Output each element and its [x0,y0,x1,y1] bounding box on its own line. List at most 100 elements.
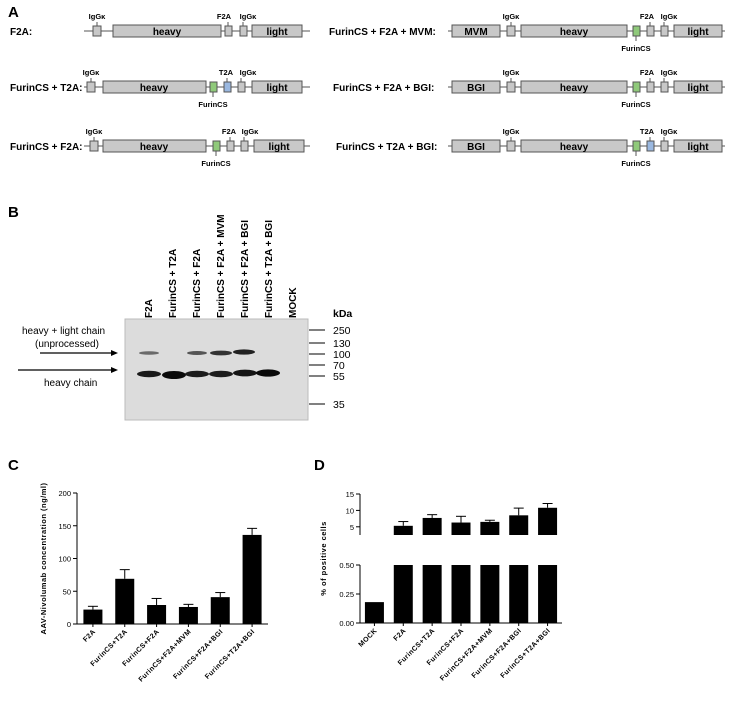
mw-label: 130 [333,338,351,350]
igg-block [506,140,516,152]
bar [210,597,230,624]
furin-block [632,81,641,93]
mw-unit: kDa [333,308,352,320]
mw-label: 250 [333,325,351,337]
y-tick-label: 0 [67,620,71,629]
bar [242,534,262,624]
marker-t2a: T2A [219,68,234,77]
lane-label: FurinCS + T2A + BGI [264,220,275,318]
marker-f2a: F2A [222,127,237,136]
heavy-segment [112,24,222,38]
marker-furincs: FurinCS [621,159,650,168]
segment-label-light: light [687,27,709,38]
construct-furincs-f2a-mvm: FurinCS + F2A + MVM: MVM heavy light IgG… [329,12,725,53]
marker-t2a: T2A [640,127,655,136]
bar [364,602,384,623]
y-tick-label: 15 [346,490,354,499]
marker-furincs: FurinCS [198,100,227,109]
marker-furincs: FurinCS [621,100,650,109]
segment-label-heavy: heavy [153,27,182,38]
bar [509,515,529,535]
marker-igg: IgGκ [83,68,100,77]
igg-block [660,140,669,152]
segment-label-heavy: heavy [560,27,589,38]
x-tick-label: FurinCS+F2A+BGI [471,627,523,679]
construct-furincs-f2a: FurinCS + F2A: heavy light IgGκ F2A IgGκ… [10,127,310,168]
igg-block [506,81,516,93]
band-heavy-chain [233,369,257,377]
panel-label-d: D [314,457,325,474]
furin-block [209,81,218,93]
igg-block [89,140,99,152]
t2a-block [223,81,232,93]
construct-furincs-t2a-bgi: FurinCS + T2A + BGI: BGI heavy light IgG… [336,127,725,168]
lane-label: FurinCS + F2A + MVM [216,214,227,318]
igg-block [240,140,249,152]
bar [115,578,135,624]
light-segment [673,80,723,94]
segment-label-light: light [266,83,288,94]
lane-label: F2A [144,299,155,318]
light-segment [673,139,723,153]
marker-igg: IgGκ [86,127,103,136]
band-heavy-chain [209,370,233,378]
x-tick-label: FurinCS+F2A+MVM [138,628,193,683]
segment-label-bgi: BGI [467,142,485,153]
panel-label-c: C [8,457,19,474]
arrow-head [111,350,118,356]
bar [451,522,471,535]
bar-lower-part [480,565,500,623]
band-unprocessed [187,351,207,355]
t2a-block [646,140,655,152]
segment-label-light: light [266,27,288,38]
marker-igg: IgGκ [242,127,259,136]
marker-igg: IgGκ [503,68,520,77]
construct-name: FurinCS + F2A + MVM: [329,27,436,38]
heavy-segment [520,24,628,38]
chart-d: 5 10 15 0.00 0.25 0.50 % of positive cells MOCK… [319,490,562,683]
construct-name: FurinCS + T2A + BGI: [336,142,437,153]
panel-label-a: A [8,4,19,21]
band-heavy-chain [162,371,186,379]
band-heavy-chain [137,370,161,378]
bar-lower-part [451,565,471,623]
y-tick-label: 200 [58,489,71,498]
x-tick-label: F2A [82,628,97,643]
bar [393,525,413,535]
lane-label: FurinCS + F2A + BGI [240,220,251,318]
arrow-head [111,367,118,373]
marker-igg: IgGκ [503,12,520,21]
bar [538,507,558,535]
f2a-block [646,25,655,37]
segment-label-heavy: heavy [560,142,589,153]
band-unprocessed [210,350,232,356]
label-heavy-chain: heavy chain [44,378,97,389]
mw-label: 70 [333,360,345,372]
bar [147,605,167,624]
construct-furincs-f2a-bgi: FurinCS + F2A + BGI: BGI heavy light IgG… [333,68,725,109]
furin-block [632,140,641,152]
construct-furincs-t2a: FurinCS + T2A: heavy light IgGκ T2A IgGκ… [10,68,310,109]
mw-label: 100 [333,349,351,361]
bar-lower-part [538,565,558,623]
y-tick-label: 5 [350,523,354,532]
panel-label-b: B [8,204,19,221]
heavy-segment [520,139,628,153]
construct-f2a: F2A: heavy light IgGκ F2A IgGκ [10,12,310,38]
segment-label-light: light [687,142,709,153]
western-blot [124,318,309,421]
f2a-block [226,140,235,152]
marker-igg: IgGκ [661,127,678,136]
marker-igg: IgGκ [503,127,520,136]
y-axis-label: % of positive cells [319,521,328,596]
segment-label-light: light [268,142,290,153]
band-heavy-chain [256,369,280,377]
marker-igg: IgGκ [661,12,678,21]
x-tick-label: F2A [393,627,408,642]
blot-annotations: heavy + light chain (unprocessed) heavy … [18,326,118,389]
y-axis-label: AAV-Nivolumab concentration (ng/ml) [39,483,48,635]
bar-lower-part [422,565,442,623]
igg-block [92,25,102,37]
band-unprocessed [139,351,159,355]
